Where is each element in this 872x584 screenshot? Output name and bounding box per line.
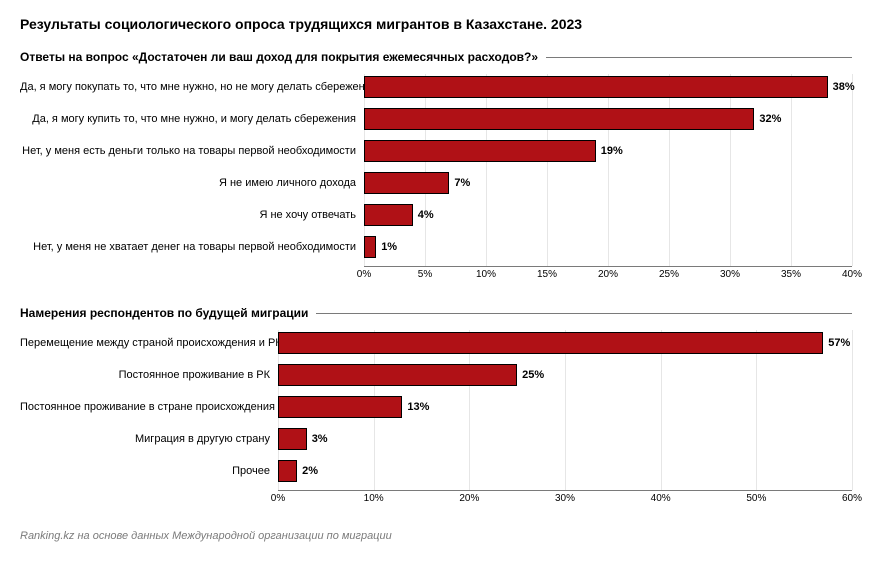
x-tick: 30% — [720, 269, 740, 280]
bar-value: 7% — [454, 177, 470, 189]
bar-value: 25% — [522, 369, 544, 381]
bar-value: 57% — [828, 337, 850, 349]
row-label: Постоянное проживание в РК — [20, 369, 278, 381]
chart-row: Перемещение между страной происхождения … — [20, 330, 852, 356]
bar-value: 32% — [759, 113, 781, 125]
chart2-rule — [316, 313, 852, 314]
x-tick: 10% — [476, 269, 496, 280]
x-axis: 0%10%20%30%40%50%60% — [278, 490, 852, 508]
bar-value: 4% — [418, 209, 434, 221]
bar: 2% — [278, 460, 297, 482]
bar-value: 1% — [381, 241, 397, 253]
chart2-header: Намерения респондентов по будущей миграц… — [20, 306, 852, 320]
main-title: Результаты социологического опроса трудя… — [20, 16, 852, 32]
row-label: Нет, у меня есть деньги только на товары… — [20, 145, 364, 157]
row-plot: 4% — [364, 202, 852, 228]
chart1-header: Ответы на вопрос «Достаточен ли ваш дохо… — [20, 50, 852, 64]
row-plot: 3% — [278, 426, 852, 452]
x-tick: 0% — [271, 493, 285, 504]
bar-value: 3% — [312, 433, 328, 445]
chart-row: Прочее2% — [20, 458, 852, 484]
bar: 3% — [278, 428, 307, 450]
row-plot: 13% — [278, 394, 852, 420]
bar: 57% — [278, 332, 823, 354]
row-plot: 7% — [364, 170, 852, 196]
chart-row: Да, я могу купить то, что мне нужно, и м… — [20, 106, 852, 132]
bar: 4% — [364, 204, 413, 226]
chart-row: Постоянное проживание в стране происхожд… — [20, 394, 852, 420]
row-plot: 2% — [278, 458, 852, 484]
x-tick: 60% — [842, 493, 862, 504]
row-plot: 32% — [364, 106, 852, 132]
x-tick: 30% — [555, 493, 575, 504]
row-label: Да, я могу купить то, что мне нужно, и м… — [20, 113, 364, 125]
row-label: Нет, у меня не хватает денег на товары п… — [20, 241, 364, 253]
chart1-title: Ответы на вопрос «Достаточен ли ваш дохо… — [20, 50, 546, 64]
x-tick: 15% — [537, 269, 557, 280]
chart-row: Постоянное проживание в РК25% — [20, 362, 852, 388]
x-tick: 40% — [651, 493, 671, 504]
x-axis: 0%5%10%15%20%25%30%35%40% — [364, 266, 852, 284]
row-plot: 57% — [278, 330, 852, 356]
x-tick: 35% — [781, 269, 801, 280]
x-tick: 50% — [746, 493, 766, 504]
grid-line — [852, 74, 853, 266]
chart-row: Нет, у меня не хватает денег на товары п… — [20, 234, 852, 260]
bar: 19% — [364, 140, 596, 162]
row-label: Прочее — [20, 465, 278, 477]
bar: 1% — [364, 236, 376, 258]
chart-row: Я не имею личного дохода7% — [20, 170, 852, 196]
chart2: Перемещение между страной происхождения … — [20, 330, 852, 508]
bar: 38% — [364, 76, 828, 98]
row-plot: 19% — [364, 138, 852, 164]
row-label: Я не имею личного дохода — [20, 177, 364, 189]
x-tick: 20% — [598, 269, 618, 280]
chart-row: Нет, у меня есть деньги только на товары… — [20, 138, 852, 164]
bar-value: 19% — [601, 145, 623, 157]
grid-line — [852, 330, 853, 490]
footer-source: Ranking.kz на основе данных Международно… — [20, 530, 852, 542]
row-plot: 1% — [364, 234, 852, 260]
row-label: Постоянное проживание в стране происхожд… — [20, 401, 278, 413]
chart1: Да, я могу покупать то, что мне нужно, н… — [20, 74, 852, 284]
row-label: Миграция в другую страну — [20, 433, 278, 445]
bar-value: 38% — [833, 81, 855, 93]
chart1-rule — [546, 57, 852, 58]
x-tick: 5% — [418, 269, 432, 280]
chart-row: Да, я могу покупать то, что мне нужно, н… — [20, 74, 852, 100]
row-plot: 25% — [278, 362, 852, 388]
x-tick: 40% — [842, 269, 862, 280]
row-label: Я не хочу отвечать — [20, 209, 364, 221]
row-label: Да, я могу покупать то, что мне нужно, н… — [20, 81, 364, 93]
chart-row: Я не хочу отвечать4% — [20, 202, 852, 228]
chart2-title: Намерения респондентов по будущей миграц… — [20, 306, 316, 320]
bar-value: 13% — [407, 401, 429, 413]
chart-row: Миграция в другую страну3% — [20, 426, 852, 452]
bar-value: 2% — [302, 465, 318, 477]
x-tick: 10% — [364, 493, 384, 504]
x-tick: 20% — [459, 493, 479, 504]
bar: 32% — [364, 108, 754, 130]
bar: 25% — [278, 364, 517, 386]
bar: 7% — [364, 172, 449, 194]
row-plot: 38% — [364, 74, 852, 100]
bar: 13% — [278, 396, 402, 418]
row-label: Перемещение между страной происхождения … — [20, 337, 278, 349]
x-tick: 25% — [659, 269, 679, 280]
x-tick: 0% — [357, 269, 371, 280]
